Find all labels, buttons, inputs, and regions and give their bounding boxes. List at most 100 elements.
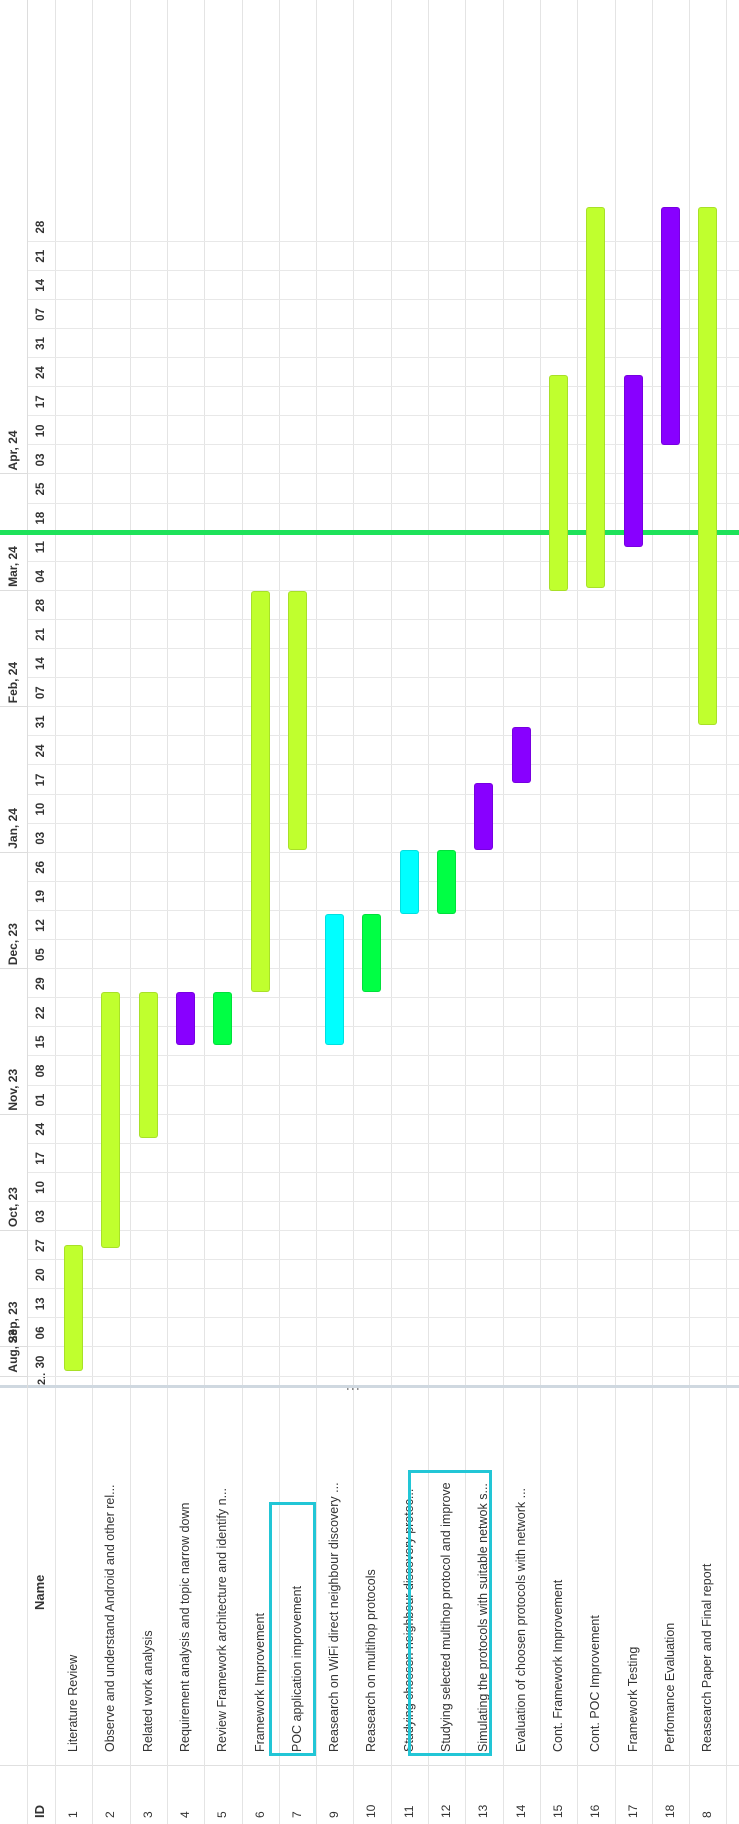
week-label: 10	[35, 424, 47, 438]
week-gridline	[28, 327, 739, 329]
week-gridline	[28, 1200, 739, 1202]
pane-splitter[interactable]	[0, 1385, 739, 1388]
week-label: 17	[35, 395, 47, 409]
week-label: 11	[35, 541, 47, 554]
task-id-cell: 11	[401, 1805, 416, 1818]
task-id-cell: 15	[550, 1804, 565, 1818]
task-name-cell[interactable]: Framework Testing	[625, 1646, 640, 1752]
highlight-box-simulation	[408, 1470, 492, 1756]
week-label: 15	[35, 1035, 47, 1049]
week-label: 20	[35, 1268, 47, 1282]
id-column-divider	[0, 1765, 739, 1766]
task-name-cell[interactable]: Perfomance Evaluation	[662, 1622, 677, 1752]
week-label: 21	[35, 249, 47, 263]
week-label: 24	[35, 1122, 47, 1136]
task-id-cell: 3	[140, 1811, 155, 1818]
week-label: 05	[35, 948, 47, 962]
week-label: 28	[35, 220, 47, 234]
month-label: Feb, 24	[6, 661, 20, 704]
week-label: 31	[35, 715, 47, 729]
week-gridline	[28, 706, 739, 708]
task-id-cell: 2	[103, 1811, 118, 1818]
month-label: Apr, 24	[6, 430, 20, 471]
task-name-cell[interactable]: Reasearch on multihop protocols	[364, 1569, 379, 1752]
column-header-name[interactable]: Name	[32, 1574, 47, 1610]
task-id-cell: 9	[327, 1811, 342, 1818]
task-name-cell[interactable]: Evaluation of choosen protocols with net…	[513, 1487, 528, 1752]
week-label: 27	[35, 1239, 47, 1253]
gantt-bar[interactable]	[623, 375, 643, 548]
gantt-bar[interactable]	[250, 590, 270, 993]
task-name-cell[interactable]: Cont. POC Improvement	[588, 1615, 603, 1752]
task-id-cell: 18	[662, 1804, 677, 1818]
column-header-id[interactable]: ID	[32, 1805, 47, 1818]
week-label: 24	[35, 366, 47, 380]
gantt-bar[interactable]	[511, 727, 531, 783]
month-label: Nov, 23	[6, 1068, 20, 1111]
task-id-cell: 5	[215, 1811, 230, 1818]
task-name-cell[interactable]: Requirement analysis and topic narrow do…	[177, 1502, 192, 1752]
week-label: 17	[35, 1151, 47, 1165]
week-label: 22	[35, 1006, 47, 1020]
week-gridline	[28, 269, 739, 271]
task-id-cell: 8	[700, 1811, 715, 1818]
month-label: Jan, 24	[6, 808, 20, 849]
week-gridline	[28, 560, 739, 562]
week-gridline	[28, 357, 739, 359]
gantt-bar[interactable]	[474, 782, 494, 850]
month-divider	[0, 1346, 28, 1348]
task-name-cell[interactable]: Reasearch on WiFi direct neighbour disco…	[327, 1482, 342, 1752]
gantt-bar[interactable]	[399, 849, 419, 914]
month-divider	[0, 968, 28, 970]
gantt-bar[interactable]	[362, 913, 382, 993]
gantt-bar[interactable]	[213, 992, 233, 1045]
week-gridline	[28, 1317, 739, 1319]
week-gridline	[28, 822, 739, 824]
task-id-cell: 7	[289, 1811, 304, 1818]
week-gridline	[28, 1055, 739, 1057]
week-label: 29	[35, 977, 47, 991]
gantt-bar[interactable]	[64, 1245, 83, 1371]
week-label: 10	[35, 802, 47, 816]
week-gridline	[28, 1142, 739, 1144]
timeline-header-separator	[27, 0, 28, 1388]
gantt-bar[interactable]	[660, 206, 680, 446]
task-name-cell[interactable]: Related work analysis	[140, 1630, 155, 1752]
week-gridline	[28, 589, 739, 591]
week-gridline	[28, 793, 739, 795]
month-label: Mar, 24	[6, 546, 20, 587]
task-name-cell[interactable]: Cont. Framework Improvement	[550, 1579, 565, 1752]
task-name-cell[interactable]: Literature Review	[66, 1654, 80, 1752]
task-name-cell[interactable]: Observe and understand Android and other…	[103, 1484, 118, 1752]
week-gridline	[28, 909, 739, 911]
gantt-bar[interactable]	[437, 849, 456, 914]
month-divider	[0, 589, 28, 591]
month-divider	[0, 1113, 28, 1115]
gantt-bar[interactable]	[325, 913, 345, 1045]
week-label: 25	[35, 482, 47, 496]
task-name-cell[interactable]: Review Framework architecture and identi…	[215, 1488, 230, 1752]
week-gridline	[28, 1113, 739, 1115]
week-gridline	[28, 735, 739, 737]
week-label: 07	[35, 686, 47, 700]
week-gridline	[28, 1288, 739, 1290]
week-label: 03	[35, 453, 47, 467]
gantt-bar[interactable]	[548, 375, 568, 591]
month-divider	[0, 1230, 28, 1232]
splitter-handle-icon[interactable]: ⋮	[344, 1384, 360, 1396]
gantt-bar[interactable]	[287, 590, 307, 850]
month-label: Oct, 23	[6, 1187, 20, 1228]
gantt-bar[interactable]	[101, 992, 121, 1249]
gantt-bar[interactable]	[175, 992, 195, 1045]
gantt-bar[interactable]	[586, 206, 606, 588]
week-gridline	[28, 1084, 739, 1086]
row-divider	[726, 0, 728, 1824]
gantt-bar[interactable]	[698, 206, 718, 725]
week-label: 03	[35, 831, 47, 845]
month-divider	[0, 473, 28, 475]
task-name-cell[interactable]: Reasearch Paper and Final report	[700, 1563, 715, 1752]
week-label: 03	[35, 1210, 47, 1223]
gantt-bar[interactable]	[138, 992, 158, 1138]
